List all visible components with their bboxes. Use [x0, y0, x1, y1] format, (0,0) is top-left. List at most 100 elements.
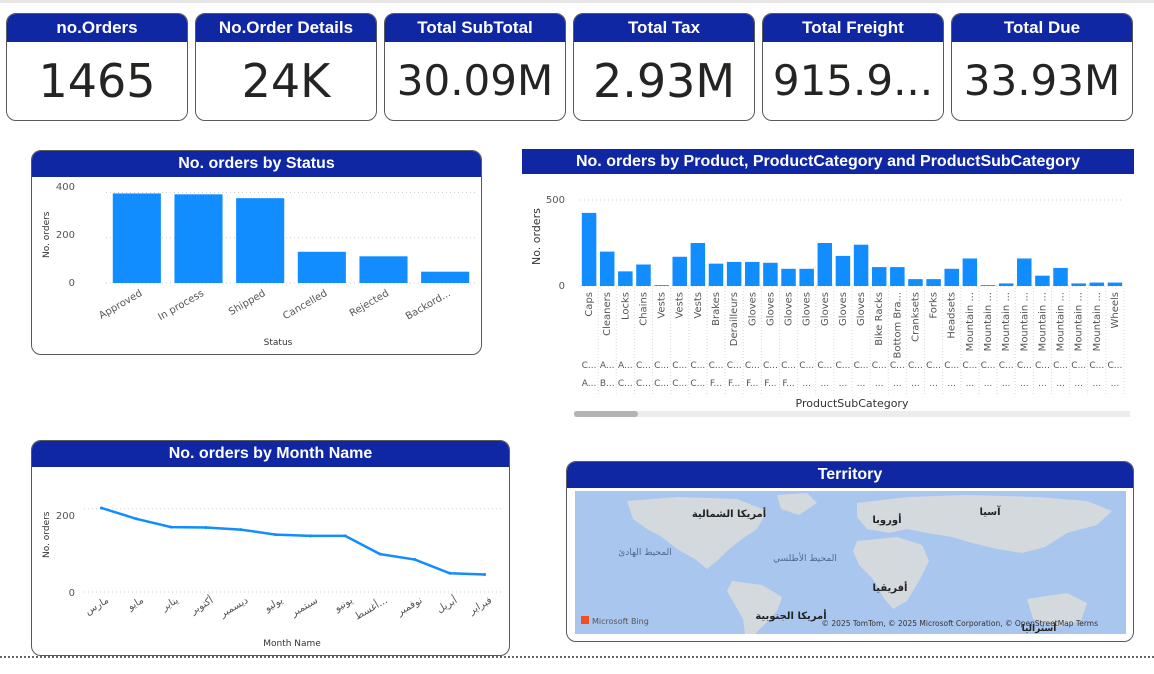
product-bar[interactable]: [618, 271, 633, 286]
product-bar[interactable]: [690, 243, 706, 286]
category-label: C...: [1017, 361, 1032, 371]
x-tick-label: سبتمبر: [289, 595, 320, 619]
month-point[interactable]: [169, 525, 173, 529]
product-bar[interactable]: [998, 283, 1014, 286]
status-bar[interactable]: [421, 271, 470, 283]
month-point[interactable]: [274, 533, 278, 537]
x-tick-label: فبراير: [467, 595, 495, 617]
product-bar[interactable]: [1071, 283, 1086, 286]
month-point[interactable]: [134, 517, 138, 521]
product-bar[interactable]: [799, 268, 814, 286]
product-bar[interactable]: [599, 251, 615, 286]
bing-logo-icon: [581, 616, 589, 624]
status-bar[interactable]: [297, 251, 346, 283]
kpi-value: 915.9...: [772, 56, 934, 105]
product-bar[interactable]: [980, 285, 996, 286]
category-label: C...: [745, 361, 760, 371]
kpi-card-total-subtotal[interactable]: Total SubTotal 30.09M: [384, 13, 566, 121]
y-tick-label: 400: [56, 182, 75, 193]
product-bar[interactable]: [1089, 282, 1105, 286]
month-line-series[interactable]: [101, 506, 485, 576]
territory-map-panel[interactable]: Territory أمريكا الشمالية أوروبا آسيا ال…: [566, 461, 1134, 642]
x-tick-label: Chains: [638, 292, 649, 326]
subcategory-group-label: ...: [929, 379, 938, 389]
category-label: C...: [654, 361, 669, 371]
kpi-card-total-due[interactable]: Total Due 33.93M: [951, 13, 1133, 121]
month-point[interactable]: [204, 526, 208, 530]
product-chart-panel[interactable]: Caps C... A... Cleaners A... B... Locks A... C..…: [522, 175, 1134, 420]
product-bar[interactable]: [1017, 258, 1032, 286]
map-label-atlantic: المحيط الأطلسي: [773, 552, 837, 564]
x-tick-label: أغسط...: [352, 593, 390, 622]
category-label: C...: [582, 361, 597, 371]
map-attribution[interactable]: © 2025 TomTom, © 2025 Microsoft Corporat…: [822, 619, 1099, 628]
product-bar[interactable]: [1107, 282, 1123, 286]
x-tick-label: Rejected: [348, 288, 391, 319]
subcategory-group-label: A...: [582, 379, 597, 389]
category-label: C...: [1053, 361, 1068, 371]
product-bar[interactable]: [890, 267, 905, 286]
product-bar[interactable]: [726, 261, 742, 286]
month-point[interactable]: [239, 528, 243, 532]
month-point[interactable]: [413, 558, 417, 562]
x-tick-label: Gloves: [747, 292, 758, 326]
month-point[interactable]: [483, 573, 487, 577]
product-bar[interactable]: [853, 244, 869, 286]
x-tick-label: Cleaners: [602, 292, 613, 336]
product-bar[interactable]: [817, 243, 833, 286]
horizontal-scrollbar-track[interactable]: [574, 411, 1130, 417]
product-bar[interactable]: [1035, 275, 1050, 286]
kpi-value: 24K: [241, 54, 331, 108]
status-bar[interactable]: [112, 193, 161, 283]
x-tick-label: أبريل: [434, 593, 459, 615]
product-bar[interactable]: [835, 255, 851, 286]
product-bar[interactable]: [908, 279, 923, 286]
month-point[interactable]: [378, 552, 382, 556]
month-point[interactable]: [343, 534, 347, 538]
kpi-card-total-freight[interactable]: Total Freight 915.9...: [762, 13, 944, 121]
product-bar[interactable]: [962, 258, 978, 286]
map-label-africa: أفريقيا: [873, 581, 908, 594]
product-bar[interactable]: [636, 264, 651, 287]
product-bar[interactable]: [745, 261, 760, 286]
bing-label: Microsoft Bing: [592, 617, 649, 626]
month-point[interactable]: [99, 506, 103, 510]
category-label: C...: [835, 361, 850, 371]
product-bar[interactable]: [1053, 267, 1068, 286]
x-tick-label: Wheels: [1110, 292, 1121, 329]
kpi-card-total-tax[interactable]: Total Tax 2.93M: [573, 13, 755, 121]
horizontal-scrollbar-thumb[interactable]: [574, 411, 638, 417]
x-axis-title: Month Name: [263, 639, 321, 649]
status-bar[interactable]: [236, 198, 285, 283]
kpi-card-order-details[interactable]: No.Order Details 24K: [195, 13, 377, 121]
kpi-title: Total Tax: [574, 14, 754, 42]
month-chart-panel[interactable]: No. orders by Month Name مارس مايو يناير أك…: [31, 440, 510, 656]
product-bar[interactable]: [654, 285, 669, 286]
product-bar[interactable]: [708, 263, 724, 286]
category-label: C...: [1089, 361, 1104, 371]
product-bar[interactable]: [672, 256, 687, 286]
month-point[interactable]: [308, 534, 312, 538]
x-tick-label: Headsets: [947, 292, 958, 339]
product-bar[interactable]: [781, 268, 796, 286]
kpi-card-orders[interactable]: no.Orders 1465: [6, 13, 188, 121]
product-bar[interactable]: [944, 268, 959, 286]
status-chart-panel[interactable]: No. orders by Status Approved In process S…: [31, 150, 482, 355]
status-chart: Approved In process Shipped Cancelled Reject…: [42, 182, 476, 348]
product-bar[interactable]: [763, 262, 778, 286]
x-tick-label: Backord...: [404, 288, 453, 322]
status-bar[interactable]: [359, 256, 408, 283]
top-divider: [0, 0, 1154, 3]
month-point[interactable]: [448, 571, 452, 575]
product-bar[interactable]: [871, 267, 887, 286]
category-label: C...: [962, 361, 977, 371]
territory-map[interactable]: أمريكا الشمالية أوروبا آسيا المحيط الهاد…: [567, 489, 1133, 641]
y-tick-label: 0: [69, 588, 75, 599]
category-label: C...: [709, 361, 724, 371]
product-bar[interactable]: [581, 212, 597, 286]
product-chart: CapsC...A...CleanersA...B...LocksA...C..…: [530, 195, 1130, 417]
status-bar[interactable]: [174, 194, 223, 283]
kpi-value: 30.09M: [396, 56, 554, 105]
subcategory-group-label: ...: [875, 379, 884, 389]
product-bar[interactable]: [926, 279, 941, 286]
